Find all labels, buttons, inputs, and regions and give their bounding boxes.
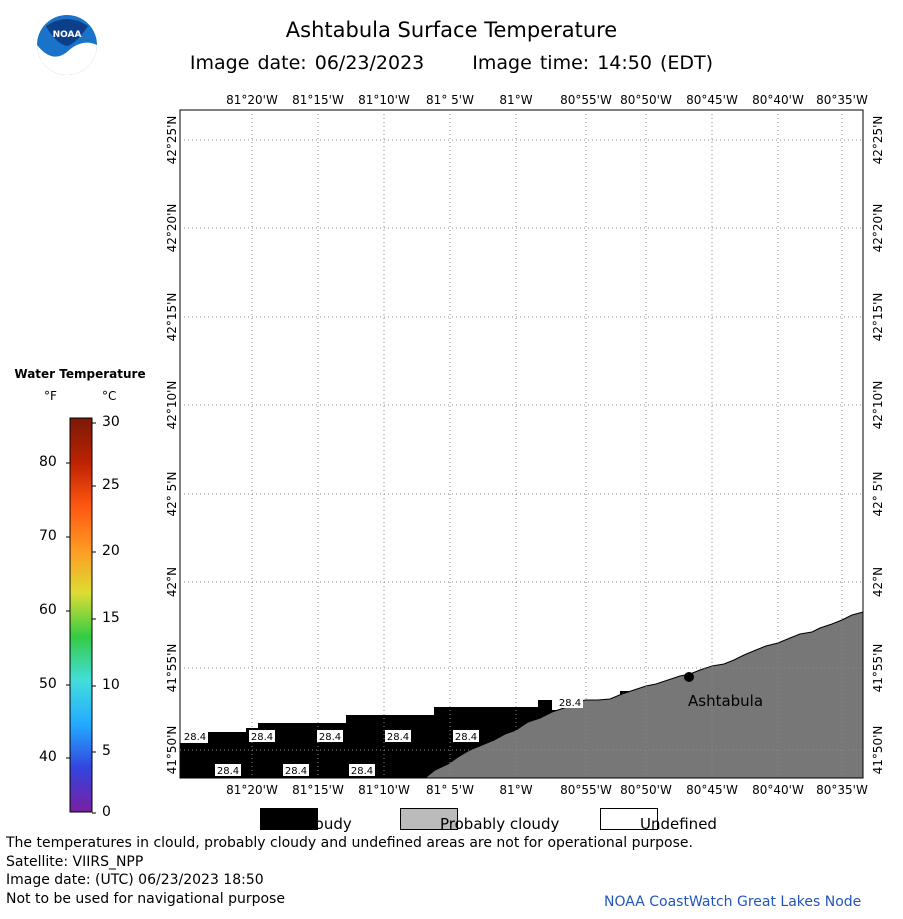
temperature-label: 28.4 — [285, 766, 307, 777]
noaa-logo-text: NOAA — [53, 30, 82, 40]
lon-label-top: 81°W — [499, 93, 532, 107]
legend-c-label: 30 — [102, 414, 120, 430]
key-undefined-swatch — [600, 808, 658, 830]
lon-label-bottom: 81° 5'W — [426, 783, 474, 797]
land-area — [423, 611, 864, 779]
footer-line-navigation: Not to be used for navigational purpose — [6, 890, 285, 907]
city-marker — [684, 672, 694, 682]
image-date: Image date: 06/23/2023 — [189, 52, 425, 74]
lat-label-right: 42°25'N — [871, 116, 885, 165]
lat-label-left: 41°50'N — [165, 726, 179, 775]
footer-notes: The temperatures in clould, probably clo… — [6, 834, 693, 908]
lon-label-top: 81°20'W — [226, 93, 278, 107]
legend-c-label: 15 — [102, 610, 120, 626]
lon-label-bottom: 80°55'W — [560, 783, 612, 797]
temperature-label-box — [453, 730, 479, 742]
temperature-label: 28.4 — [351, 766, 373, 777]
lat-label-left: 42°N — [165, 567, 179, 597]
image-subtitle: Image date: 06/23/2023 Image time: 14:50… — [0, 52, 903, 74]
page-title: Ashtabula Surface Temperature — [285, 18, 618, 42]
legend-c-label: 20 — [102, 543, 120, 559]
lat-label-left: 41°55'N — [165, 644, 179, 693]
lat-label-right: 42°10'N — [871, 381, 885, 430]
city-label: Ashtabula — [688, 692, 763, 710]
lon-label-bottom: 80°35'W — [816, 783, 868, 797]
key-probably-cloudy-swatch — [400, 808, 458, 830]
lon-label-top: 80°45'W — [686, 93, 738, 107]
temperature-label: 28.4 — [559, 698, 581, 709]
temperature-label: 28.4 — [319, 732, 341, 743]
key-cloudy-label: Cloudy — [300, 815, 352, 833]
temperature-labels: 28.4 28.4 28.4 28.4 28.4 28.4 28.4 28.4 28.4 — [182, 696, 583, 777]
legend-f-label: 80 — [39, 454, 57, 470]
legend-colorbar — [69, 417, 93, 813]
footer-line-warning: The temperatures in clould, probably clo… — [6, 835, 693, 851]
lon-label-top: 80°35'W — [816, 93, 868, 107]
lon-label-top: 81°10'W — [358, 93, 410, 107]
lon-label-bottom: 81°20'W — [226, 783, 278, 797]
lon-label-bottom: 81°10'W — [358, 783, 410, 797]
lon-label-top: 81°15'W — [292, 93, 344, 107]
footer-line-utc-date: Image date: (UTC) 06/23/2023 18:50 — [6, 872, 264, 888]
lat-label-right: 41°55'N — [871, 644, 885, 693]
lat-label-right: 42° 5'N — [871, 472, 885, 517]
legend-unit-c: °C — [102, 389, 117, 403]
legend-ticks — [66, 422, 96, 814]
legend-unit-f: °F — [44, 389, 57, 403]
legend-c-label: 0 — [102, 804, 111, 820]
lon-label-top: 80°40'W — [752, 93, 804, 107]
legend-c-label: 10 — [102, 677, 120, 693]
legend-c-label: 25 — [102, 477, 120, 493]
key-probably-cloudy-label: Probably cloudy — [440, 815, 560, 833]
noaa-logo: NOAA — [37, 15, 97, 75]
lon-label-bottom: 80°45'W — [686, 783, 738, 797]
legend-c-label: 5 — [102, 743, 111, 759]
lon-label-bottom: 80°50'W — [620, 783, 672, 797]
legend-f-label: 50 — [39, 676, 57, 692]
image-time: Image time: 14:50 (EDT) — [472, 52, 714, 74]
lat-label-left: 42°25'N — [165, 116, 179, 165]
key-cloudy-swatch — [260, 808, 318, 830]
lon-label-bottom: 81°W — [499, 783, 532, 797]
temperature-label-box — [557, 696, 583, 708]
temperature-label: 28.4 — [455, 732, 477, 743]
temperature-label: 28.4 — [387, 732, 409, 743]
legend-title: Water Temperature — [14, 367, 146, 381]
key-undefined-label: Undefined — [640, 815, 717, 833]
temperature-label-box — [385, 730, 411, 742]
lat-lon-grid — [180, 110, 863, 778]
lat-label-right: 41°50'N — [871, 726, 885, 775]
lat-label-right: 42°N — [871, 567, 885, 597]
lat-label-right: 42°15'N — [871, 293, 885, 342]
lon-label-bottom: 81°15'W — [292, 783, 344, 797]
lat-label-right: 42°20'N — [871, 204, 885, 253]
lon-label-bottom: 80°40'W — [752, 783, 804, 797]
lat-label-left: 42°15'N — [165, 293, 179, 342]
temperature-label: 28.4 — [251, 732, 273, 743]
lat-label-left: 42°10'N — [165, 381, 179, 430]
temperature-label-box — [317, 730, 343, 742]
temperature-label: 28.4 — [217, 766, 239, 777]
footer-line-satellite: Satellite: VIIRS_NPP — [6, 853, 144, 870]
temperature-label-box — [283, 764, 309, 776]
legend-f-label: 40 — [39, 749, 57, 765]
lat-label-left: 42° 5'N — [165, 472, 179, 517]
temperature-label-box — [182, 730, 208, 742]
lon-label-top: 80°50'W — [620, 93, 672, 107]
lon-label-top: 81° 5'W — [426, 93, 474, 107]
temperature-label-box — [349, 764, 375, 776]
temperature-label-box — [249, 730, 275, 742]
legend-f-label: 60 — [39, 602, 57, 618]
lat-label-left: 42°20'N — [165, 204, 179, 253]
temperature-label-box — [215, 764, 241, 776]
lon-labels-top: 81°20'W 81°15'W 81°10'W 81° 5'W 81°W 80°55'W 8… — [226, 93, 868, 107]
credit-text: NOAA CoastWatch Great Lakes Node — [604, 894, 862, 910]
legend-f-label: 70 — [39, 528, 57, 544]
lon-label-top: 80°55'W — [560, 93, 612, 107]
temperature-label: 28.4 — [184, 732, 206, 743]
lat-labels-right: 41°50'N 41°55'N 42°N 42° 5'N 42°10'N 42°15'N 4… — [871, 116, 885, 775]
lon-labels-bottom: 81°20'W 81°15'W 81°10'W 81° 5'W 81°W 80°55'W 8… — [226, 783, 868, 797]
lat-labels-left: 41°50'N 41°55'N 42°N 42° 5'N 42°10'N 42°15'N 4… — [165, 116, 179, 775]
